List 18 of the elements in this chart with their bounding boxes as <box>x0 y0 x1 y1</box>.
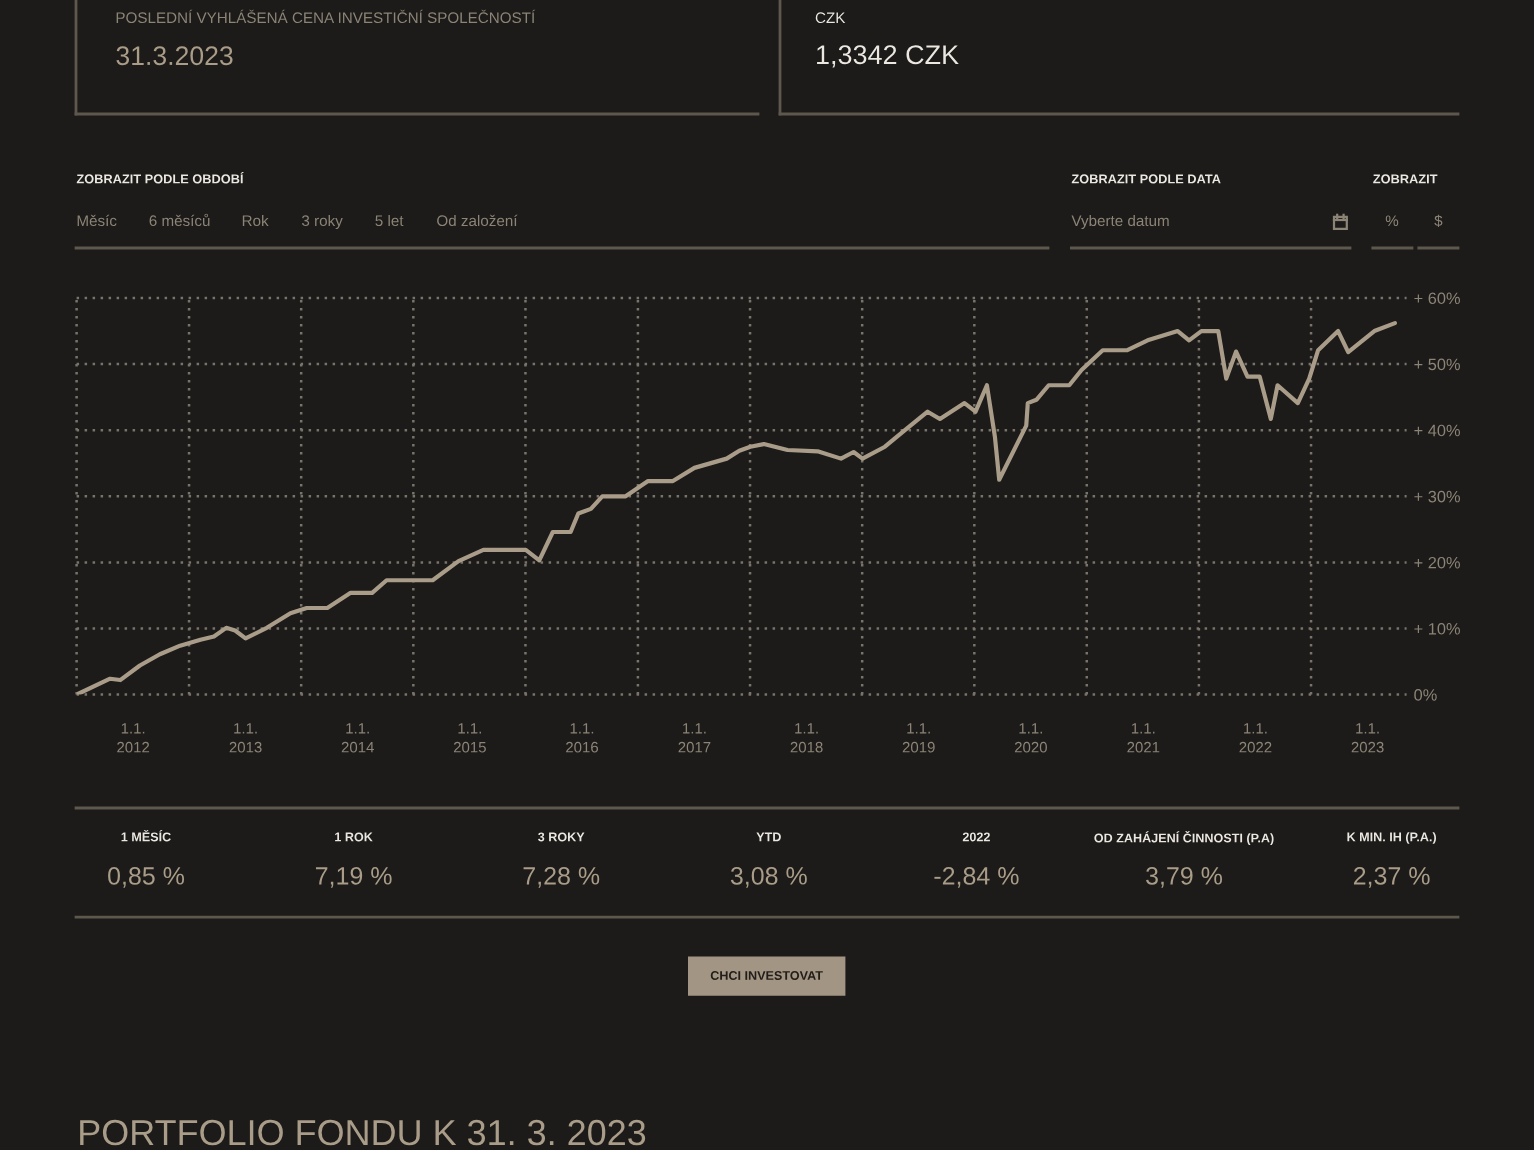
text: 1,3342 CZK <box>817 45 959 68</box>
text: 3,79 % <box>1146 867 1223 888</box>
text: 2,37 % <box>1353 867 1430 888</box>
y-tick-label: + 10% <box>1414 622 1460 635</box>
y-tick-label: 0% <box>1414 689 1437 701</box>
y-tick-label: + 50% <box>1414 358 1460 371</box>
y-tick-label: + 20% <box>1414 556 1460 569</box>
text: PORTFOLIO FONDU K 31. 3. 2023 <box>80 1119 646 1146</box>
line-series <box>76 321 1398 695</box>
y-tick-label: + 40% <box>1414 424 1460 437</box>
text: 0,85 % <box>108 867 185 888</box>
y-tick-label: + 60% <box>1414 292 1460 305</box>
text: 7,19 % <box>315 867 392 888</box>
y-tick-label: + 30% <box>1414 490 1460 503</box>
text: 3,08 % <box>730 867 807 888</box>
text: 7,28 % <box>523 867 600 888</box>
text: 31.3.2023 <box>116 46 233 66</box>
text: -2,84 % <box>934 867 1019 888</box>
